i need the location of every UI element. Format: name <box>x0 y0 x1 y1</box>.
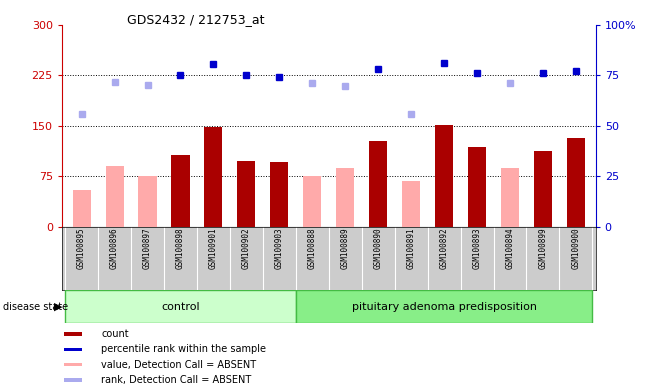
Bar <box>139 176 157 227</box>
Bar <box>270 162 288 227</box>
Text: pituitary adenoma predisposition: pituitary adenoma predisposition <box>352 301 536 312</box>
Text: GSM100891: GSM100891 <box>407 228 415 270</box>
Text: GSM100900: GSM100900 <box>572 228 581 270</box>
Bar <box>64 348 81 351</box>
Bar <box>534 151 552 227</box>
Bar <box>336 168 354 227</box>
Bar <box>105 166 124 227</box>
Text: GSM100888: GSM100888 <box>308 228 317 270</box>
Text: GSM100901: GSM100901 <box>209 228 218 270</box>
Bar <box>72 190 90 227</box>
Bar <box>435 125 453 227</box>
Bar <box>64 333 81 336</box>
Bar <box>369 141 387 227</box>
Bar <box>65 290 296 323</box>
Text: GSM100897: GSM100897 <box>143 228 152 270</box>
Bar <box>238 161 255 227</box>
Text: GSM100893: GSM100893 <box>473 228 482 270</box>
Text: GSM100894: GSM100894 <box>505 228 514 270</box>
Bar <box>501 168 519 227</box>
Text: rank, Detection Call = ABSENT: rank, Detection Call = ABSENT <box>102 375 251 384</box>
Text: GSM100890: GSM100890 <box>374 228 383 270</box>
Text: GSM100903: GSM100903 <box>275 228 284 270</box>
Bar <box>402 181 420 227</box>
Bar <box>296 290 592 323</box>
Bar <box>303 176 322 227</box>
Text: GSM100899: GSM100899 <box>538 228 547 270</box>
Bar <box>64 378 81 382</box>
Text: GSM100896: GSM100896 <box>110 228 119 270</box>
Text: control: control <box>161 301 200 312</box>
Text: GSM100898: GSM100898 <box>176 228 185 270</box>
Text: GSM100902: GSM100902 <box>242 228 251 270</box>
Text: ▶: ▶ <box>54 301 62 312</box>
Bar <box>204 127 223 227</box>
Text: count: count <box>102 329 129 339</box>
Text: GSM100895: GSM100895 <box>77 228 86 270</box>
Text: disease state: disease state <box>3 301 68 312</box>
Text: GDS2432 / 212753_at: GDS2432 / 212753_at <box>126 13 264 26</box>
Text: GSM100892: GSM100892 <box>439 228 449 270</box>
Text: value, Detection Call = ABSENT: value, Detection Call = ABSENT <box>102 359 256 369</box>
Bar <box>567 138 585 227</box>
Bar <box>468 147 486 227</box>
Text: GSM100889: GSM100889 <box>340 228 350 270</box>
Bar <box>64 363 81 366</box>
Bar <box>171 155 189 227</box>
Text: percentile rank within the sample: percentile rank within the sample <box>102 344 266 354</box>
